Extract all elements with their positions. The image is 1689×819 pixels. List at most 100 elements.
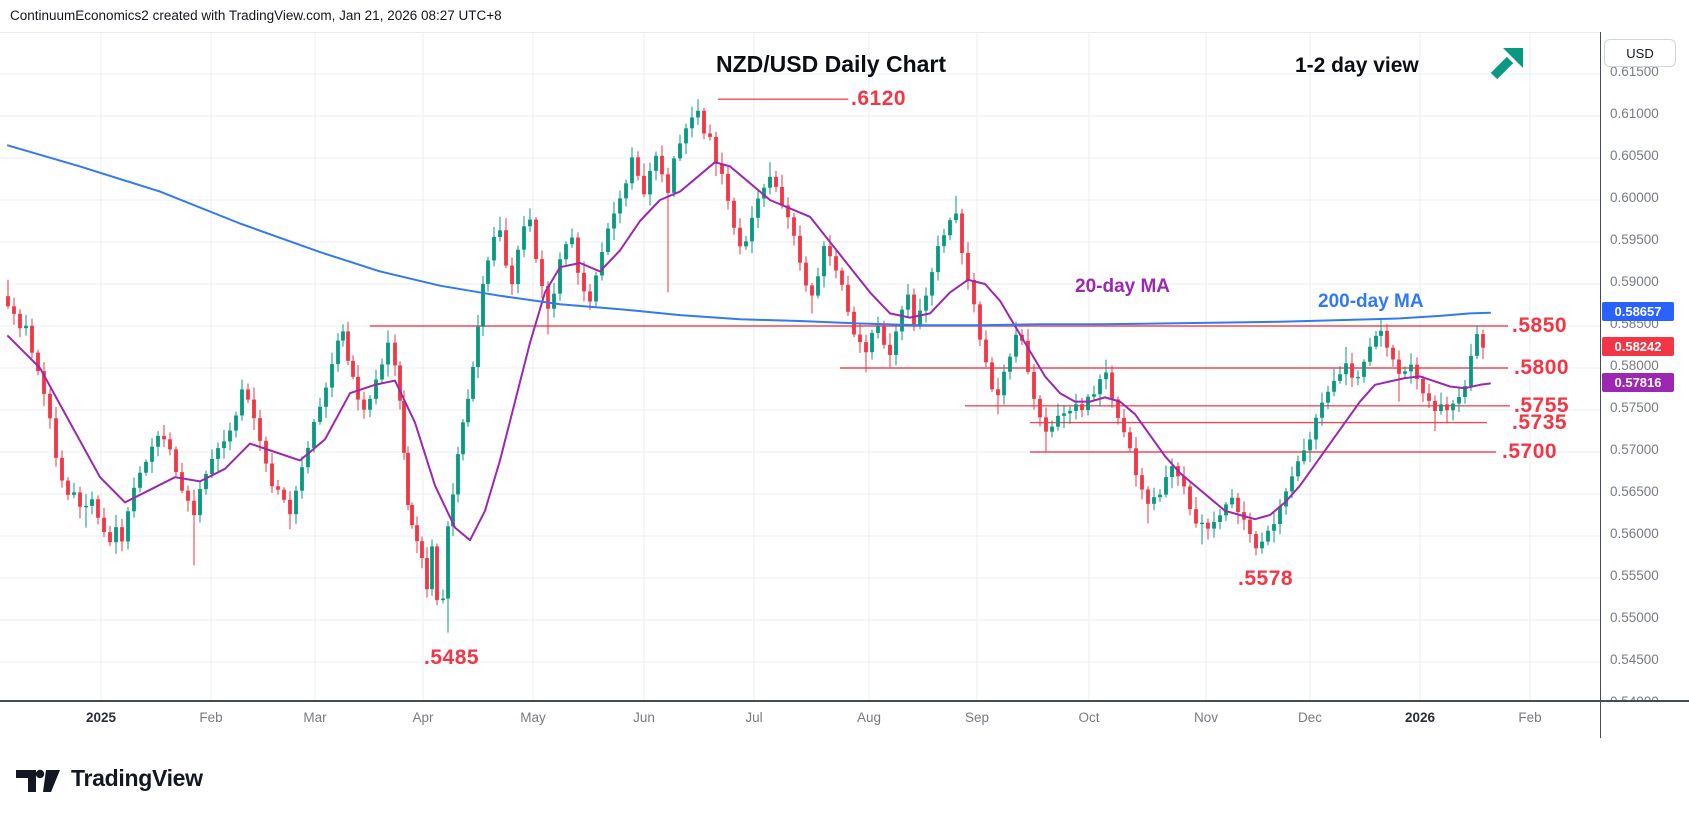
candle-body (96, 499, 100, 518)
candle-body (612, 213, 616, 229)
candle-body (564, 244, 568, 260)
candle-body (102, 517, 106, 533)
candle-body (264, 440, 268, 464)
low-label-5578: .5578 (1238, 567, 1294, 590)
candle-body (540, 259, 544, 287)
candle-body (1379, 330, 1383, 336)
candle-body (828, 246, 832, 257)
price-tick: 0.56000 (1610, 526, 1659, 541)
tradingview-logo[interactable]: TradingView (15, 763, 203, 793)
candle-body (1475, 334, 1479, 356)
candle-body (288, 499, 292, 515)
candle-body (594, 275, 598, 302)
candle-body (150, 446, 154, 462)
candle-body (606, 228, 610, 253)
candles-series (6, 99, 1485, 633)
candle-body (240, 389, 244, 416)
candle-body (792, 217, 796, 236)
candle-body (780, 186, 784, 206)
candle-body (60, 457, 64, 481)
candle-body (1062, 413, 1066, 416)
candle-body (990, 362, 994, 390)
candle-body (834, 256, 838, 271)
price-tick: 0.54000 (1610, 694, 1659, 700)
candle-body (930, 272, 934, 296)
time-tick-feb: Feb (199, 710, 223, 725)
ma20-label: 20-day MA (1075, 276, 1171, 297)
view-note: 1-2 day view (1295, 54, 1419, 77)
candle-body (362, 399, 366, 410)
candle-body (386, 342, 390, 365)
candle-body (750, 217, 754, 242)
candle-body (510, 265, 514, 285)
candle-body (435, 546, 439, 601)
price-badge-ma200-value: 0.58657 (1602, 302, 1674, 322)
candle-body (588, 291, 592, 302)
candle-body (654, 155, 658, 171)
candle-body (1362, 361, 1366, 377)
candle-body (210, 458, 214, 475)
candle-body (1391, 347, 1395, 360)
time-axis[interactable]: 2025 Feb Mar Apr May Jun Jul Aug Sep Oct Nov Dec 202… (0, 701, 1689, 737)
level-label-5850: .5850 (1512, 314, 1568, 337)
candle-body (406, 452, 410, 505)
price-tick: 0.60500 (1610, 148, 1659, 163)
candlestick-chart-canvas[interactable] (0, 33, 1601, 701)
candle-body (672, 158, 676, 193)
candle-body (380, 364, 384, 380)
chart-pane[interactable]: NZD/USD Daily Chart 1-2 day view 20-day … (0, 32, 1601, 701)
level-label-5735: .5735 (1512, 410, 1568, 434)
candle-body (1248, 519, 1252, 534)
candle-body (228, 430, 232, 442)
candle-body (402, 400, 406, 453)
candle-body (1481, 334, 1485, 348)
candle-body (1128, 432, 1132, 449)
candle-body (6, 296, 10, 307)
candle-body (1308, 439, 1312, 451)
candle-body (1457, 396, 1461, 404)
candle-body (312, 421, 316, 448)
credit-line: ContinuumEconomics2 created with Trading… (10, 8, 502, 23)
candle-body (410, 504, 414, 526)
candle-body (1122, 417, 1126, 433)
candle-body (12, 306, 16, 314)
candle-body (918, 310, 922, 326)
candle-body (1469, 355, 1473, 387)
candle-body (720, 163, 724, 174)
price-tick: 0.61000 (1610, 106, 1659, 121)
candle-body (1134, 448, 1138, 476)
candle-body (732, 200, 736, 228)
candle-body (425, 558, 429, 590)
candle-body (216, 448, 220, 459)
price-tick: 0.54500 (1610, 652, 1659, 667)
candle-body (558, 259, 562, 294)
time-tick-sep: Sep (964, 710, 990, 725)
candle-body (415, 525, 419, 542)
ma-line-200-day-ma (7, 144, 1491, 327)
candle-body (132, 487, 136, 512)
candle-body (461, 422, 465, 455)
candle-body (398, 365, 402, 401)
price-tick: 0.57500 (1610, 400, 1659, 415)
price-axis[interactable]: USD 0.61500 0.61000 0.60500 0.60000 0.59500 0… (1601, 32, 1689, 700)
time-tick-2025: 2025 (85, 710, 117, 725)
candle-body (600, 252, 604, 276)
price-tick: 0.55500 (1610, 568, 1659, 583)
candle-body (1463, 386, 1467, 397)
price-badge-ma20-value: 0.57816 (1602, 372, 1674, 392)
candle-body (420, 541, 424, 559)
price-tick: 0.55000 (1610, 610, 1659, 625)
candle-body (1326, 391, 1330, 403)
candle-body (36, 352, 40, 372)
candle-body (78, 492, 82, 507)
level-label-5700: .5700 (1502, 440, 1558, 463)
candle-body (42, 371, 46, 394)
candle-body (630, 157, 634, 184)
candle-body (1014, 334, 1018, 357)
currency-toggle-button[interactable]: USD (1604, 39, 1676, 67)
candle-body (1200, 522, 1204, 525)
low-label-5485: .5485 (424, 646, 480, 669)
candle-body (786, 205, 790, 218)
candle-body (666, 174, 670, 193)
